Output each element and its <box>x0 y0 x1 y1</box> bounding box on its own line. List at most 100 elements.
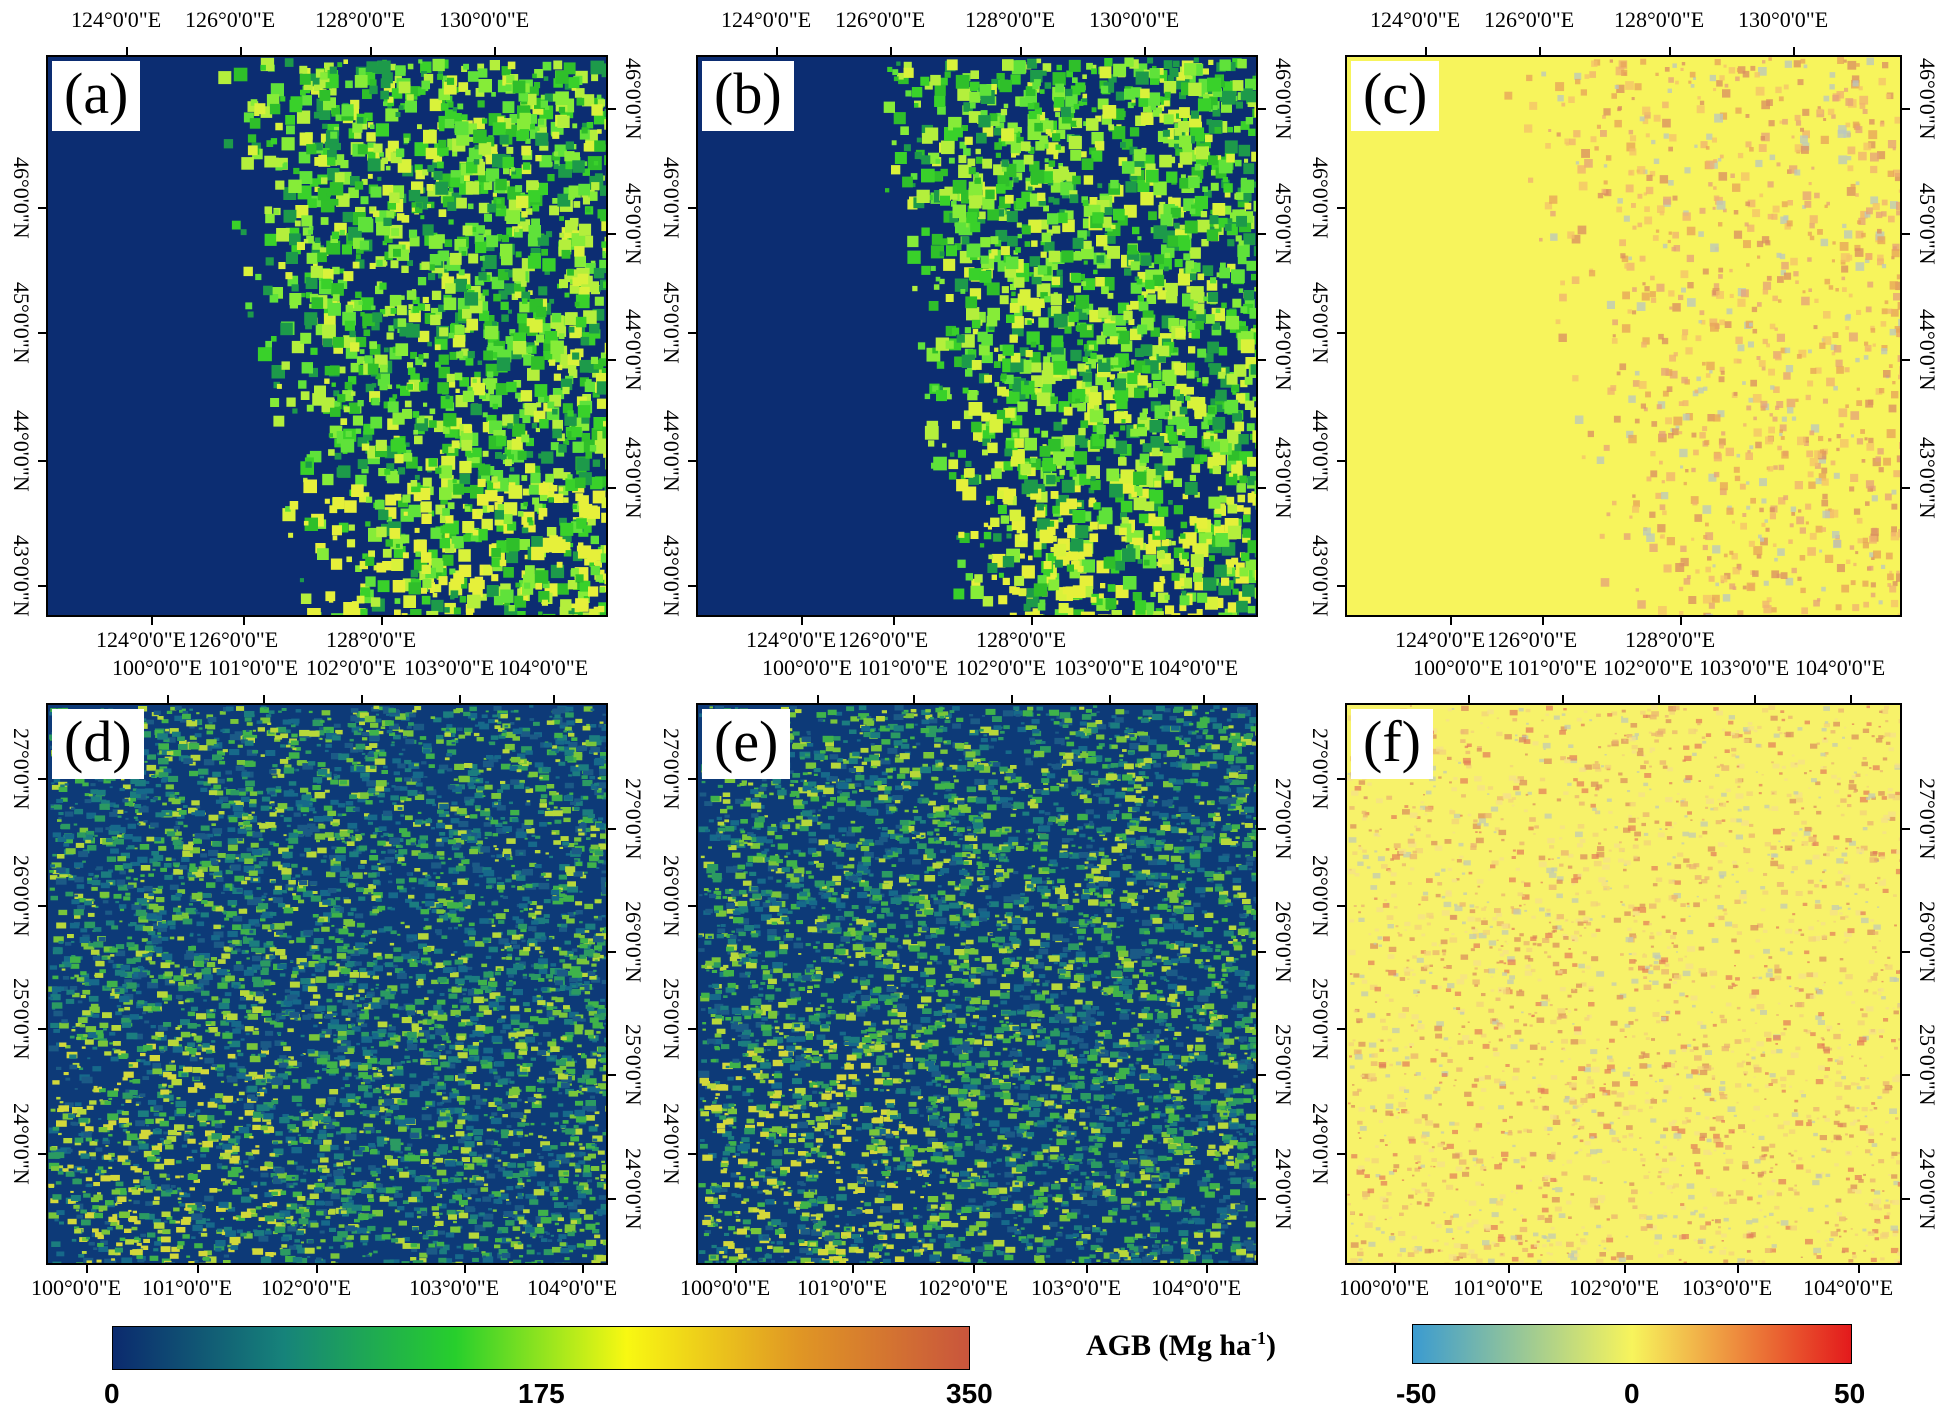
forest-pixel <box>1048 438 1061 452</box>
forest-pixel <box>1191 330 1200 339</box>
difference-pixel <box>1679 431 1683 435</box>
forest-pixel <box>354 131 362 139</box>
difference-pixel <box>1758 360 1766 367</box>
forest-pixel <box>525 138 531 144</box>
difference-pixel <box>1822 398 1828 404</box>
forest-pixel <box>434 420 446 433</box>
forest-pixel <box>479 255 485 261</box>
forest-pixel <box>1081 511 1092 522</box>
forest-pixel <box>416 415 425 424</box>
forest-pixel <box>548 497 554 503</box>
forest-pixel <box>549 394 562 407</box>
forest-pixel <box>579 580 591 592</box>
forest-pixel <box>1027 58 1038 69</box>
forest-pixel <box>956 479 969 492</box>
forest-pixel <box>1002 344 1014 356</box>
forest-pixel <box>528 520 534 526</box>
forest-pixel <box>355 428 362 434</box>
forest-pixel <box>1021 225 1031 235</box>
forest-pixel <box>1176 72 1185 81</box>
forest-pixel <box>932 171 943 182</box>
difference-pixel <box>1881 211 1887 217</box>
forest-pixel <box>564 151 575 162</box>
forest-pixel <box>328 302 341 316</box>
forest-pixel <box>1121 548 1136 562</box>
forest-pixel <box>494 510 504 520</box>
forest-pixel <box>329 66 337 74</box>
forest-pixel <box>991 78 1000 88</box>
forest-pixel <box>502 101 515 114</box>
forest-pixel <box>1157 385 1166 394</box>
forest-pixel <box>1044 82 1052 89</box>
forest-pixel <box>362 313 375 327</box>
difference-pixel <box>1857 538 1863 544</box>
difference-pixel <box>1845 559 1851 564</box>
forest-pixel <box>304 312 318 326</box>
difference-pixel <box>1822 493 1828 500</box>
forest-pixel <box>453 483 465 495</box>
forest-pixel <box>1132 537 1144 549</box>
difference-pixel <box>1776 401 1784 408</box>
forest-pixel <box>932 385 939 392</box>
forest-pixel <box>537 394 547 403</box>
forest-pixel <box>1142 443 1152 453</box>
forest-pixel <box>1176 394 1184 401</box>
forest-pixel <box>1130 428 1139 437</box>
difference-pixel <box>1706 361 1715 371</box>
forest-pixel <box>435 361 441 368</box>
forest-pixel <box>1186 286 1194 293</box>
forest-pixel <box>281 361 290 370</box>
forest-pixel <box>320 72 328 80</box>
difference-pixel <box>1731 520 1735 524</box>
forest-pixel <box>976 132 987 144</box>
difference-pixel <box>1855 551 1859 555</box>
forest-pixel <box>1046 474 1056 485</box>
forest-pixel <box>1253 332 1256 345</box>
difference-pixel <box>1832 531 1840 539</box>
forest-pixel <box>970 70 979 79</box>
forest-pixel <box>1108 183 1120 195</box>
forest-pixel <box>421 513 432 524</box>
difference-pixel <box>1561 102 1566 107</box>
forest-pixel <box>581 439 593 451</box>
forest-pixel <box>1098 359 1111 372</box>
forest-pixel <box>1231 557 1239 565</box>
difference-pixel <box>1761 366 1766 371</box>
forest-pixel <box>1021 191 1032 202</box>
forest-pixel <box>538 611 543 615</box>
forest-pixel <box>352 608 366 615</box>
forest-pixel <box>1068 59 1081 72</box>
difference-pixel <box>1705 146 1710 150</box>
forest-pixel <box>1029 351 1041 363</box>
forest-pixel <box>1024 479 1038 494</box>
forest-pixel <box>396 384 401 389</box>
forest-pixel <box>1068 311 1079 323</box>
forest-pixel <box>440 497 448 505</box>
forest-pixel <box>969 91 981 103</box>
forest-pixel <box>457 103 464 110</box>
forest-pixel <box>324 378 330 384</box>
forest-pixel <box>322 337 333 348</box>
difference-pixel <box>1645 186 1654 195</box>
forest-pixel <box>296 1165 305 1171</box>
forest-pixel <box>1204 142 1211 149</box>
forest-pixel <box>517 313 528 324</box>
forest-pixel <box>1030 341 1037 348</box>
forest-pixel <box>365 576 376 587</box>
forest-pixel <box>978 373 989 384</box>
forest-pixel <box>1064 446 1076 458</box>
forest-pixel <box>968 268 982 281</box>
forest-pixel <box>404 100 417 113</box>
forest-pixel <box>420 552 432 563</box>
difference-pixel <box>1761 498 1767 504</box>
forest-pixel <box>483 350 493 361</box>
forest-pixel <box>1187 320 1200 332</box>
difference-pixel <box>1662 243 1668 249</box>
difference-pixel <box>1643 407 1648 412</box>
difference-pixel <box>1838 155 1848 165</box>
difference-pixel <box>1890 599 1899 608</box>
forest-pixel <box>594 140 606 152</box>
difference-pixel <box>1783 215 1789 221</box>
forest-pixel <box>1234 421 1245 432</box>
forest-pixel <box>404 400 412 408</box>
